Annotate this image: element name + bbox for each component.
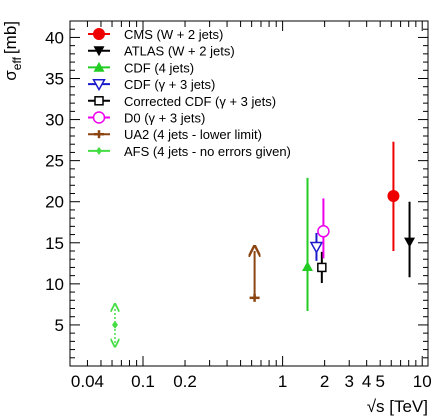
x-tick-label: 0.1 [131, 372, 155, 391]
y-axis-title-symbol: σ [1, 70, 20, 81]
legend-label: CMS (W + 2 jets) [124, 27, 223, 42]
y-tick-label: 25 [45, 152, 64, 171]
x-tick-label: 0.2 [173, 372, 197, 391]
y-tick-label: 5 [55, 316, 64, 335]
x-tick-label: 10 [413, 372, 432, 391]
point-marker [302, 261, 314, 272]
legend-label: ATLAS (W + 2 jets) [124, 44, 235, 59]
legend-label: AFS (4 jets - no errors given) [124, 144, 291, 159]
legend-label: CDF (γ + 3 jets) [124, 77, 215, 92]
x-tick-label: 1 [278, 372, 287, 391]
legend-entry-0: CMS (W + 2 jets) [88, 27, 223, 42]
legend-marker [93, 46, 105, 57]
y-tick-label: 10 [45, 275, 64, 294]
y-axis-title-subscript: eff [10, 56, 24, 70]
y-axis-title: σeff [mb] [1, 21, 24, 81]
y-axis-title-unit: [mb] [1, 21, 20, 54]
x-tick-label: 3 [344, 372, 353, 391]
data-point-3 [309, 232, 324, 261]
legend-entry-3: CDF (γ + 3 jets) [88, 77, 215, 92]
legend-marker [93, 28, 105, 40]
point-marker [317, 225, 330, 238]
legend-marker [92, 78, 106, 92]
legend-marker [92, 111, 106, 124]
point-marker [387, 189, 400, 202]
data-point-2 [302, 177, 314, 311]
legend-marker [94, 96, 104, 106]
x-axis-title: √s [TeV] [367, 397, 428, 416]
x-tick-label: 0.04 [71, 372, 104, 391]
legend-entry-7: AFS (4 jets - no errors given) [88, 144, 291, 159]
point-marker [404, 237, 416, 248]
data-point-5 [317, 198, 330, 259]
legend-entry-1: ATLAS (W + 2 jets) [88, 44, 235, 59]
data-points [112, 141, 416, 343]
y-tick-label: 30 [45, 111, 64, 130]
legend-entry-5: D0 (γ + 3 jets) [88, 111, 205, 126]
y-tick-label: 40 [45, 28, 64, 47]
legend-entry-6: UA2 (4 jets - lower limit) [88, 127, 262, 142]
legend-marker [93, 61, 105, 72]
legend-label: UA2 (4 jets - lower limit) [124, 127, 262, 142]
y-tick-label: 35 [45, 70, 64, 89]
y-tick-label: 20 [45, 193, 64, 212]
data-point-0 [387, 141, 400, 251]
legend-entry-2: CDF (4 jets) [88, 60, 194, 75]
data-point-4 [317, 251, 327, 284]
point-marker [317, 262, 327, 273]
data-point-6 [250, 251, 260, 302]
data-point-1 [404, 201, 416, 278]
data-point-7 [112, 308, 118, 343]
legend-entry-4: Corrected CDF (γ + 3 jets) [88, 94, 276, 109]
svg-text:σeff[mb]: σeff [mb] [1, 21, 24, 81]
legend: CMS (W + 2 jets) ATLAS (W + 2 jets)CDF (4… [88, 27, 291, 159]
legend-label: Corrected CDF (γ + 3 jets) [124, 94, 276, 109]
y-tick-label: 15 [45, 234, 64, 253]
x-tick-label: 5 [375, 372, 384, 391]
point-marker [309, 241, 324, 254]
point-marker [111, 320, 118, 329]
point-marker [249, 293, 260, 302]
legend-marker [96, 146, 102, 155]
legend-label: CDF (4 jets) [124, 60, 194, 75]
legend-label: D0 (γ + 3 jets) [124, 111, 205, 126]
x-tick-label: 4 [362, 372, 371, 391]
legend-marker [94, 130, 104, 139]
x-tick-label: 2 [320, 372, 329, 391]
